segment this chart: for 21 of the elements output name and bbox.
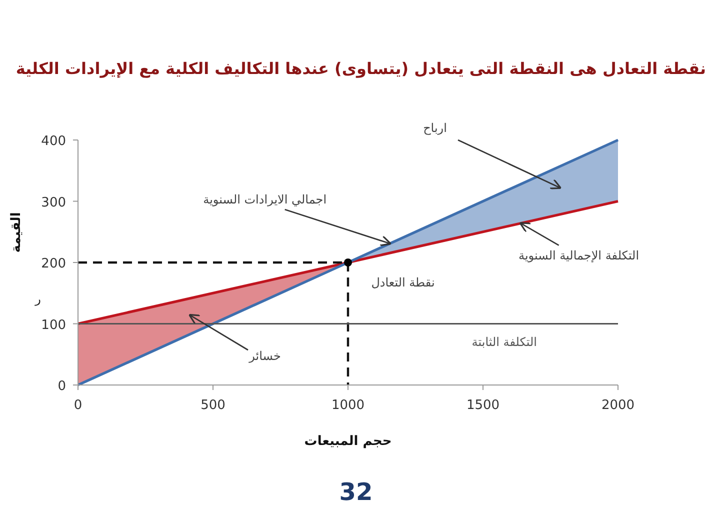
- text: 32: [339, 478, 373, 506]
- x-tick-label: 1000: [331, 398, 365, 413]
- y-tick-label: 100: [41, 318, 66, 333]
- annotation: اجمالي الايرادات السنوية: [203, 192, 327, 207]
- annotation: نقطة التعادل: [371, 276, 435, 290]
- x-tick-label: 0: [74, 398, 82, 413]
- text: ر: [34, 292, 42, 306]
- y-axis-title: القيمة: [9, 212, 24, 253]
- y-tick-label: 300: [41, 195, 66, 210]
- annotation: خسائر: [248, 349, 281, 363]
- y-tick-label: 200: [41, 256, 66, 272]
- x-axis-title: حجم المبيعات: [304, 434, 392, 449]
- annotation: التكلفة الإجمالية السنوية: [518, 248, 640, 262]
- x-tick-label: 1500: [466, 398, 500, 413]
- text: ارباح: [423, 121, 447, 135]
- y-tick-label: 0: [58, 379, 66, 394]
- ref-line-label: التكلفة الثابتة: [472, 334, 537, 349]
- y-tick-label: 400: [41, 134, 66, 149]
- x-tick-label: 500: [200, 398, 226, 413]
- x-tick-label: 2000: [601, 398, 635, 413]
- chart-title: نقطة التعادل هى النقطة التى يتعادل (يتساوى) عندها التكاليف الكلية مع الإيرادات الكلية: [16, 59, 706, 78]
